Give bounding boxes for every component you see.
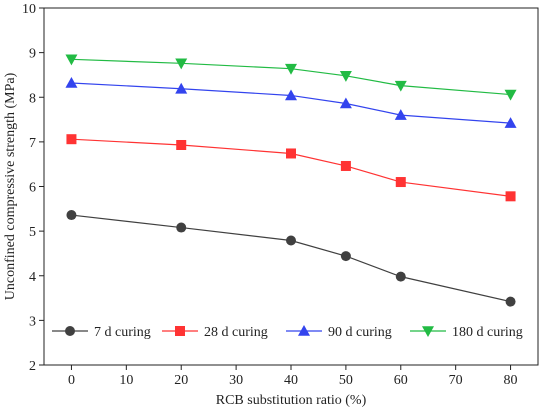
x-tick-label: 60 bbox=[394, 373, 408, 388]
data-point bbox=[505, 296, 516, 307]
data-point bbox=[395, 177, 406, 188]
legend-item: 28 d curing bbox=[162, 325, 268, 340]
data-point bbox=[175, 58, 188, 70]
y-tick-label: 5 bbox=[29, 225, 36, 240]
series-180-d-curing bbox=[65, 54, 517, 101]
x-tick-label: 0 bbox=[68, 373, 75, 388]
x-tick-label: 40 bbox=[284, 373, 298, 388]
data-point bbox=[66, 210, 77, 221]
series-line bbox=[71, 138, 511, 197]
legend-label: 7 d curing bbox=[94, 325, 151, 340]
x-tick-label: 80 bbox=[504, 373, 518, 388]
data-point bbox=[394, 80, 407, 92]
y-tick-label: 6 bbox=[29, 181, 36, 196]
data-point bbox=[176, 222, 187, 233]
series-line bbox=[71, 58, 511, 96]
legend-label: 180 d curing bbox=[452, 325, 523, 340]
x-tick-label: 50 bbox=[339, 373, 353, 388]
legend-label: 28 d curing bbox=[204, 325, 268, 340]
data-point bbox=[175, 82, 188, 94]
data-point bbox=[286, 235, 296, 246]
series-layer bbox=[65, 54, 517, 307]
data-point bbox=[176, 139, 187, 150]
data-point bbox=[340, 251, 351, 262]
legend-item: 90 d curing bbox=[286, 325, 392, 340]
y-axis-title: Unconfined compressive strength (MPa) bbox=[3, 72, 18, 300]
series-7-d-curing bbox=[66, 210, 516, 307]
x-tick-label: 10 bbox=[119, 373, 133, 388]
legend-marker bbox=[422, 326, 434, 337]
series-line bbox=[71, 82, 511, 124]
x-tick-label: 30 bbox=[229, 373, 243, 388]
series-line bbox=[71, 214, 511, 303]
series-90-d-curing bbox=[65, 76, 517, 128]
data-point bbox=[395, 271, 406, 282]
y-tick-label: 7 bbox=[29, 136, 36, 151]
legend-item: 7 d curing bbox=[52, 325, 151, 340]
x-tick-label: 70 bbox=[449, 373, 463, 388]
data-point bbox=[505, 191, 516, 202]
x-axis-ticks: 0 10 20 30 40 50 60 70 80 bbox=[68, 365, 518, 388]
y-tick-label: 8 bbox=[29, 91, 36, 106]
x-axis-title: RCB substitution ratio (%) bbox=[216, 393, 367, 408]
legend-item: 180 d curing bbox=[410, 325, 523, 340]
legend-label: 90 d curing bbox=[328, 325, 392, 340]
data-point bbox=[504, 89, 517, 101]
y-tick-label: 10 bbox=[22, 2, 36, 17]
data-point bbox=[286, 148, 296, 159]
legend-marker bbox=[175, 326, 185, 336]
data-point bbox=[65, 76, 78, 88]
y-axis-ticks: 2 3 4 5 6 7 8 9 10 bbox=[22, 2, 44, 374]
data-point bbox=[66, 134, 77, 145]
legend-marker bbox=[65, 326, 75, 336]
data-point bbox=[285, 63, 297, 75]
x-tick-label: 20 bbox=[174, 373, 188, 388]
y-tick-label: 3 bbox=[29, 314, 36, 329]
y-tick-label: 4 bbox=[29, 270, 36, 285]
data-point bbox=[65, 54, 78, 66]
legend: 7 d curing 28 d curing 90 d curing 180 d cu… bbox=[52, 325, 523, 340]
y-tick-label: 9 bbox=[29, 47, 36, 62]
data-point bbox=[285, 89, 297, 101]
data-point bbox=[394, 109, 407, 120]
y-tick-label: 2 bbox=[29, 359, 36, 374]
data-point bbox=[339, 71, 352, 82]
data-point bbox=[340, 160, 351, 171]
data-point bbox=[504, 117, 517, 128]
data-point bbox=[339, 97, 352, 109]
legend-marker bbox=[298, 325, 310, 336]
series-28-d-curing bbox=[66, 134, 516, 202]
